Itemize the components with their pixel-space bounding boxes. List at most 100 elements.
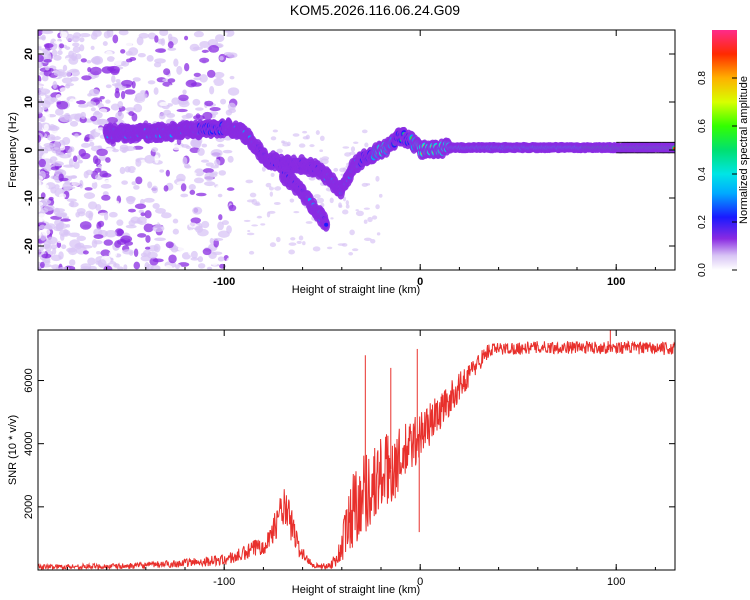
noise-speckle: [114, 228, 124, 237]
noise-speckle: [249, 192, 257, 198]
noise-speckle: [75, 211, 81, 218]
noise-speckle: [378, 193, 383, 198]
noise-speckle: [96, 251, 101, 255]
noise-speckle: [328, 249, 335, 255]
noise-speckle: [152, 191, 162, 200]
noise-speckle: [268, 210, 276, 214]
noise-speckle: [305, 134, 310, 140]
noise-speckle: [106, 30, 114, 38]
spectrogram-x-axis-label: Height of straight line (km): [292, 284, 420, 296]
noise-speckle: [121, 180, 128, 185]
noise-speckle: [135, 92, 146, 102]
noise-speckle: [270, 136, 277, 141]
noise-speckle: [41, 34, 46, 41]
noise-speckle: [71, 180, 80, 187]
colorbar: 0.0 0.2 0.4 0.6 0.8 Normalized spectral ampl…: [697, 30, 750, 277]
noise-speckle: [120, 49, 126, 54]
snr-y-axis-label: SNR (10 * v/v): [7, 415, 19, 485]
noise-speckle: [52, 80, 58, 89]
noise-speckle: [46, 236, 58, 245]
noise-speckle: [153, 87, 159, 95]
noise-speckle: [38, 263, 41, 270]
noise-speckle: [146, 55, 154, 62]
noise-speckle: [330, 217, 334, 220]
noise-speckle: [134, 220, 143, 224]
noise-speckle: [131, 181, 137, 186]
noise-speckle: [42, 50, 51, 56]
noise-speckle: [62, 136, 71, 145]
noise-speckle: [145, 235, 151, 243]
y-tick-label: 10: [23, 96, 35, 108]
noise-speckle: [189, 189, 196, 195]
noise-speckle: [197, 256, 204, 263]
noise-speckle: [124, 89, 136, 95]
noise-speckle: [105, 157, 111, 163]
noise-speckle: [87, 257, 96, 266]
noise-speckle: [227, 87, 240, 96]
noise-speckle: [260, 223, 266, 226]
noise-speckle: [217, 230, 230, 238]
noise-speckle: [319, 135, 325, 142]
noise-speckle: [214, 159, 221, 167]
noise-speckle: [256, 215, 263, 219]
noise-speckle: [192, 46, 203, 51]
noise-speckle: [338, 204, 343, 208]
noise-speckle: [118, 36, 127, 42]
noise-speckle: [135, 158, 142, 167]
noise-speckle: [375, 204, 380, 210]
spectrogram-x-ticks: -100 0 100: [66, 30, 656, 288]
noise-speckle: [363, 219, 368, 224]
noise-speckle: [364, 142, 369, 148]
spectrogram-frame: [37, 29, 676, 271]
noise-speckle: [57, 50, 63, 56]
noise-speckle: [38, 150, 44, 157]
noise-speckle: [269, 191, 274, 197]
noise-speckle: [194, 37, 206, 42]
noise-speckle: [119, 166, 126, 175]
noise-speckle: [86, 179, 97, 184]
noise-speckle: [133, 261, 141, 270]
noise-speckle: [176, 108, 188, 113]
noise-speckle: [246, 199, 255, 203]
noise-speckle: [200, 159, 210, 163]
noise-speckle: [86, 101, 97, 107]
noise-speckle: [353, 141, 359, 145]
noise-speckle: [60, 218, 71, 222]
noise-speckle: [265, 182, 272, 188]
noise-speckle: [144, 246, 151, 250]
noise-speckle: [219, 55, 224, 61]
noise-speckle: [118, 30, 129, 36]
noise-speckle: [167, 47, 177, 51]
noise-speckle: [69, 76, 79, 82]
y-tick-label: -20: [23, 238, 35, 254]
noise-speckle: [64, 181, 71, 185]
noise-speckle: [213, 192, 220, 198]
noise-speckle: [125, 224, 137, 229]
noise-speckle: [54, 184, 60, 190]
noise-speckle: [109, 65, 121, 74]
noise-speckle: [86, 60, 92, 64]
noise-speckle: [63, 164, 75, 168]
noise-speckle: [102, 41, 108, 47]
noise-speckle: [276, 148, 283, 154]
noise-speckle: [63, 186, 76, 190]
figure-title: KOM5.2026.116.06.24.G09: [289, 2, 461, 18]
noise-speckle: [361, 228, 365, 233]
noise-speckle: [147, 80, 156, 85]
noise-speckle: [70, 175, 78, 179]
noise-speckle: [94, 110, 101, 115]
noise-speckle: [38, 175, 44, 182]
noise-speckle: [249, 210, 254, 214]
y-tick-label: 20: [23, 48, 35, 60]
noise-speckle: [101, 194, 111, 201]
noise-speckle: [269, 242, 277, 248]
noise-speckle: [103, 265, 113, 270]
noise-speckle: [168, 254, 177, 264]
noise-speckle: [350, 146, 356, 153]
noise-speckle: [188, 222, 197, 227]
noise-speckle: [209, 86, 215, 95]
noise-speckle: [292, 133, 300, 137]
noise-speckle: [140, 212, 146, 217]
noise-speckle: [149, 257, 159, 266]
